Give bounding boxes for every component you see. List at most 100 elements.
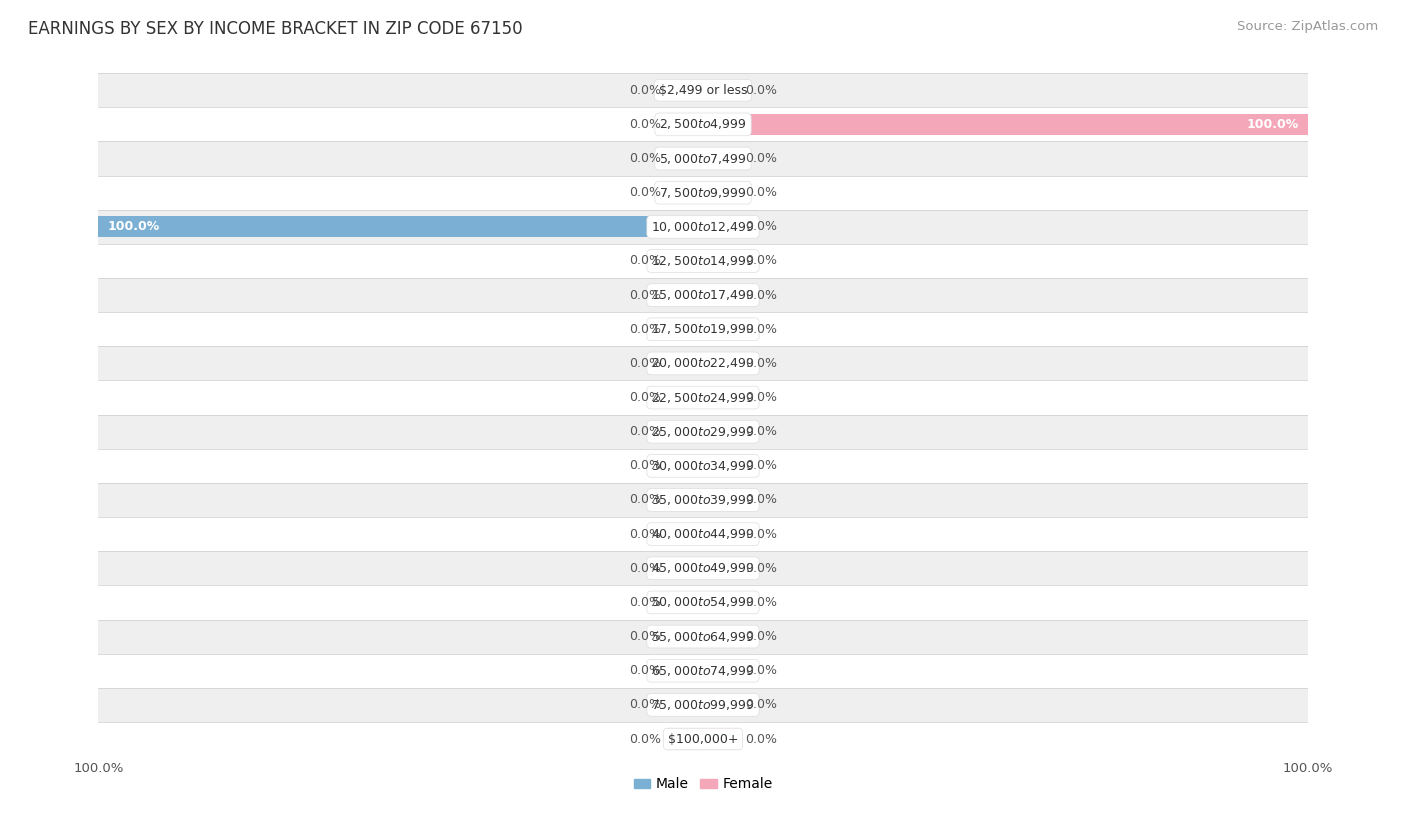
Bar <box>703 626 740 647</box>
Text: 0.0%: 0.0% <box>745 698 778 711</box>
Text: 0.0%: 0.0% <box>745 596 778 609</box>
Bar <box>98 620 1308 654</box>
Text: $65,000 to $74,999: $65,000 to $74,999 <box>651 663 755 678</box>
Bar <box>98 210 1308 244</box>
Bar <box>666 285 703 306</box>
Bar <box>98 415 1308 449</box>
Bar <box>98 107 1308 141</box>
Bar <box>666 148 703 169</box>
Bar <box>703 182 740 203</box>
Bar <box>98 346 1308 380</box>
Text: 0.0%: 0.0% <box>745 254 778 267</box>
Bar <box>666 114 703 135</box>
Text: 0.0%: 0.0% <box>745 528 778 541</box>
Text: 0.0%: 0.0% <box>628 152 661 165</box>
Text: $15,000 to $17,499: $15,000 to $17,499 <box>651 288 755 302</box>
Bar <box>703 148 740 169</box>
Text: $5,000 to $7,499: $5,000 to $7,499 <box>659 151 747 166</box>
Text: $35,000 to $39,999: $35,000 to $39,999 <box>651 493 755 507</box>
Text: 0.0%: 0.0% <box>745 357 778 370</box>
Bar <box>703 455 740 476</box>
Bar <box>98 141 1308 176</box>
Bar <box>666 489 703 511</box>
Bar <box>98 585 1308 620</box>
Text: $30,000 to $34,999: $30,000 to $34,999 <box>651 459 755 473</box>
Text: 100.0%: 100.0% <box>107 220 160 233</box>
Text: 0.0%: 0.0% <box>628 323 661 336</box>
Text: $45,000 to $49,999: $45,000 to $49,999 <box>651 561 755 576</box>
Bar <box>666 250 703 272</box>
Bar <box>98 517 1308 551</box>
Bar <box>703 114 1308 135</box>
Text: 0.0%: 0.0% <box>628 596 661 609</box>
Text: 0.0%: 0.0% <box>745 733 778 746</box>
Text: 0.0%: 0.0% <box>628 357 661 370</box>
Text: 0.0%: 0.0% <box>745 186 778 199</box>
Bar <box>666 353 703 374</box>
Bar <box>98 176 1308 210</box>
Text: $20,000 to $22,499: $20,000 to $22,499 <box>651 356 755 371</box>
Bar <box>98 216 703 237</box>
Text: 0.0%: 0.0% <box>745 220 778 233</box>
Text: 0.0%: 0.0% <box>745 493 778 506</box>
Text: 0.0%: 0.0% <box>628 562 661 575</box>
Bar <box>666 592 703 613</box>
Text: 0.0%: 0.0% <box>628 254 661 267</box>
Text: 0.0%: 0.0% <box>628 84 661 97</box>
Text: 0.0%: 0.0% <box>745 630 778 643</box>
Text: $55,000 to $64,999: $55,000 to $64,999 <box>651 629 755 644</box>
Text: $50,000 to $54,999: $50,000 to $54,999 <box>651 595 755 610</box>
Bar <box>98 483 1308 517</box>
Bar <box>703 728 740 750</box>
Text: 0.0%: 0.0% <box>628 698 661 711</box>
Bar <box>703 660 740 681</box>
Bar <box>703 80 740 101</box>
Bar <box>666 80 703 101</box>
Bar <box>666 319 703 340</box>
Bar <box>703 353 740 374</box>
Text: $22,500 to $24,999: $22,500 to $24,999 <box>651 390 755 405</box>
Bar <box>666 387 703 408</box>
Bar <box>666 421 703 442</box>
Bar <box>703 694 740 715</box>
Text: $17,500 to $19,999: $17,500 to $19,999 <box>651 322 755 337</box>
Bar <box>703 489 740 511</box>
Bar <box>98 278 1308 312</box>
Text: 0.0%: 0.0% <box>628 630 661 643</box>
Bar <box>98 654 1308 688</box>
Text: 0.0%: 0.0% <box>628 459 661 472</box>
Text: 0.0%: 0.0% <box>745 562 778 575</box>
Bar <box>703 250 740 272</box>
Bar <box>98 722 1308 756</box>
Text: 0.0%: 0.0% <box>745 425 778 438</box>
Text: 0.0%: 0.0% <box>745 664 778 677</box>
Text: $12,500 to $14,999: $12,500 to $14,999 <box>651 254 755 268</box>
Bar <box>98 688 1308 722</box>
Text: 0.0%: 0.0% <box>628 391 661 404</box>
Bar <box>666 558 703 579</box>
Text: 0.0%: 0.0% <box>628 528 661 541</box>
Text: $7,500 to $9,999: $7,500 to $9,999 <box>659 185 747 200</box>
Text: 0.0%: 0.0% <box>628 493 661 506</box>
Text: $2,500 to $4,999: $2,500 to $4,999 <box>659 117 747 132</box>
Bar <box>666 728 703 750</box>
Text: $40,000 to $44,999: $40,000 to $44,999 <box>651 527 755 541</box>
Text: $75,000 to $99,999: $75,000 to $99,999 <box>651 698 755 712</box>
Text: 0.0%: 0.0% <box>745 289 778 302</box>
Text: $10,000 to $12,499: $10,000 to $12,499 <box>651 220 755 234</box>
Bar <box>703 524 740 545</box>
Bar <box>98 73 1308 107</box>
Text: 0.0%: 0.0% <box>628 289 661 302</box>
Bar <box>703 216 740 237</box>
Bar <box>666 455 703 476</box>
Text: 0.0%: 0.0% <box>745 323 778 336</box>
Text: 0.0%: 0.0% <box>628 118 661 131</box>
Text: 0.0%: 0.0% <box>745 459 778 472</box>
Bar <box>98 244 1308 278</box>
Text: 0.0%: 0.0% <box>628 733 661 746</box>
Bar <box>98 449 1308 483</box>
Text: 0.0%: 0.0% <box>745 152 778 165</box>
Bar <box>666 626 703 647</box>
Text: 0.0%: 0.0% <box>628 425 661 438</box>
Bar <box>703 558 740 579</box>
